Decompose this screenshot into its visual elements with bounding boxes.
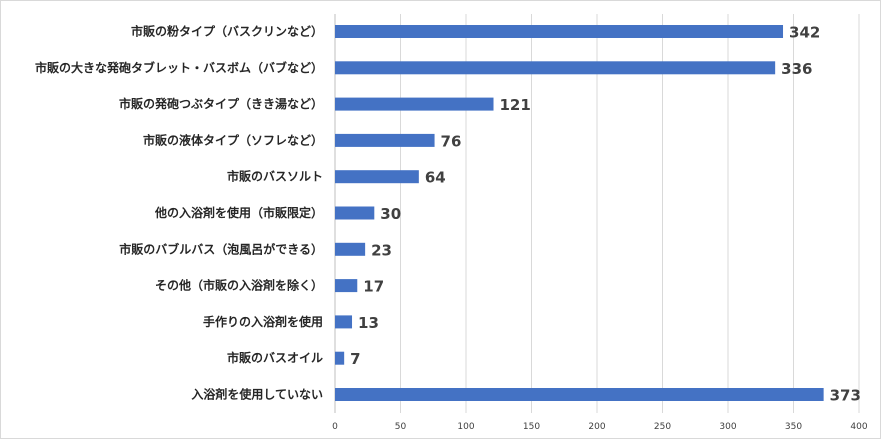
bar	[335, 279, 358, 293]
bar	[335, 61, 776, 75]
x-tick-label: 0	[332, 422, 338, 432]
category-label: 他の入浴剤を使用（市販限定）	[154, 205, 323, 220]
data-label: 30	[380, 205, 401, 223]
data-label: 7	[350, 350, 360, 368]
data-label: 336	[781, 60, 812, 78]
category-label: 市販のバブルバス（泡風呂ができる）	[119, 241, 323, 256]
category-label: 市販の大きな発砲タブレット・バスボム（バブなど）	[35, 60, 323, 75]
bar	[335, 97, 494, 111]
category-label: 市販のバスオイル	[227, 350, 323, 365]
bar	[335, 25, 784, 38]
x-tick-label: 50	[395, 422, 407, 432]
bar	[335, 133, 435, 147]
bar	[335, 170, 419, 184]
data-label: 342	[789, 24, 820, 42]
x-tick-label: 250	[654, 422, 671, 432]
bar	[335, 206, 375, 220]
x-tick-labels: 0 50 100 150 200 250 300 350 400	[332, 422, 868, 432]
x-tick-label: 350	[785, 422, 802, 432]
category-label: 入浴剤を使用していない	[191, 387, 323, 402]
data-labels: 342 336 121 76 64 30 23 17 13 7 373	[350, 24, 861, 405]
data-label: 373	[830, 387, 861, 405]
data-label: 64	[425, 169, 446, 187]
data-label: 17	[363, 278, 384, 296]
x-tick-label: 100	[457, 422, 474, 432]
x-tick-label: 300	[719, 422, 736, 432]
data-label: 121	[500, 96, 531, 114]
data-label: 76	[441, 132, 462, 150]
category-label: 市販の液体タイプ（ソフレなど）	[143, 132, 323, 147]
bar	[335, 242, 366, 256]
category-label: 市販の発砲つぶタイプ（きき湯など）	[119, 96, 323, 111]
category-label: 手作りの入浴剤を使用	[203, 314, 323, 329]
category-label: 市販の粉タイプ（バスクリンなど）	[131, 24, 323, 39]
bars	[335, 25, 824, 401]
data-label: 13	[358, 314, 379, 332]
bar	[335, 388, 824, 401]
category-labels: 市販の粉タイプ（バスクリンなど） 市販の大きな発砲タブレット・バスボム（バブなど）…	[35, 24, 323, 402]
gridlines	[400, 14, 860, 413]
bar	[335, 351, 345, 365]
category-label: 市販のバスソルト	[227, 169, 323, 184]
x-tick-label: 400	[850, 422, 867, 432]
data-label: 23	[371, 241, 392, 259]
category-label: その他（市販の入浴剤を除く）	[155, 278, 323, 293]
x-tick-label: 200	[588, 422, 605, 432]
x-tick-label: 150	[523, 422, 540, 432]
bar	[335, 315, 353, 329]
